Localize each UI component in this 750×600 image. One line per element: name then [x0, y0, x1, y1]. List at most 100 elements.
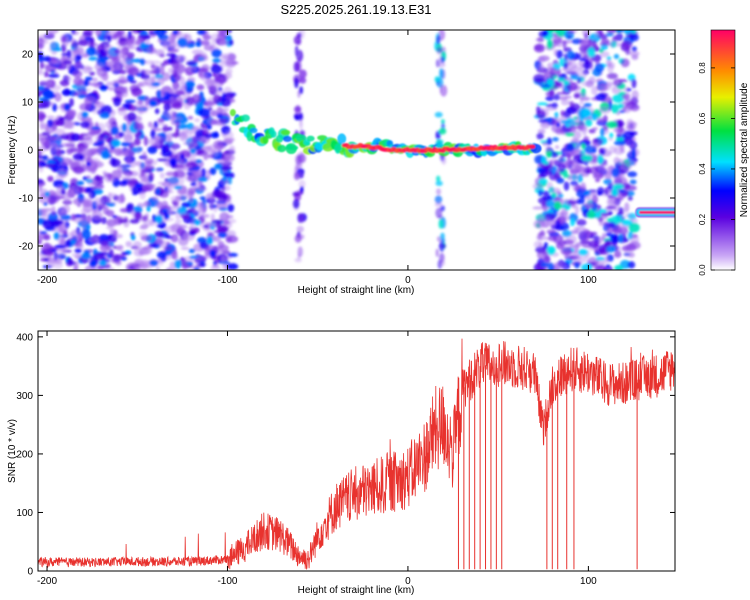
spectrogram-cell — [591, 85, 598, 96]
spectrogram-cell — [112, 245, 118, 249]
spectrogram-cell — [173, 62, 184, 70]
spectrogram-cell — [529, 144, 536, 149]
spectrogram-cell — [170, 233, 179, 243]
spectrogram-cell — [538, 119, 548, 123]
spectrogram-cell — [191, 169, 204, 176]
spectrogram-xtick-label: 0 — [405, 275, 411, 286]
spectrogram-cell — [599, 82, 612, 91]
spectrogram-cell — [145, 39, 151, 44]
spectrogram-cell — [219, 75, 225, 86]
spectrogram-cell — [209, 167, 217, 175]
spectrogram-cell — [61, 89, 72, 97]
spectrogram-cell — [49, 101, 55, 106]
spectrogram-cell — [121, 90, 129, 98]
spectrogram-cell — [47, 119, 54, 128]
spectrogram-cell — [228, 145, 236, 154]
spectrogram-cell — [102, 205, 109, 215]
spectrogram-cell — [223, 92, 235, 100]
spectrogram-cell — [536, 109, 546, 119]
spectrogram-cell — [181, 260, 189, 270]
spectrogram-cell — [161, 148, 172, 158]
spectrogram-cell — [38, 111, 46, 121]
spectrogram-cell — [177, 37, 188, 48]
spectrogram-cell — [184, 191, 195, 199]
spectrogram-cell — [57, 168, 69, 178]
spectrogram-cell — [574, 205, 580, 215]
spectrogram-cell — [60, 205, 65, 214]
spectrogram-cell — [210, 39, 217, 47]
spectrogram-cell — [627, 195, 633, 201]
spectrogram-cell — [160, 100, 170, 104]
spectrogram-cell — [606, 58, 612, 67]
spectrogram-cell — [172, 30, 179, 35]
spectrogram-cell — [113, 230, 118, 236]
spectrogram-cell — [116, 44, 128, 55]
spectrogram-cell — [140, 58, 146, 66]
spectrogram-cell — [166, 170, 176, 178]
spectrogram-cell — [50, 142, 63, 149]
spectrogram-cell — [154, 30, 166, 37]
spectrogram-cell — [188, 248, 196, 254]
spectrogram-cell — [50, 147, 58, 154]
snr-frame — [37, 330, 676, 572]
spectrogram-cell — [219, 217, 228, 221]
colorbar: 0.0 0.2 0.4 0.6 0.8 Normalized spectral ampl… — [698, 29, 750, 276]
colorbar-tick-label: 0.6 — [698, 112, 707, 124]
spectrogram-cell — [629, 234, 640, 245]
spectrogram-cell — [93, 83, 101, 89]
spectrogram-cell — [38, 209, 47, 217]
spectrogram-cell — [39, 80, 52, 85]
spectrogram-cell — [195, 159, 203, 164]
spectrogram-cell — [156, 90, 162, 99]
spectrogram-cell — [540, 121, 551, 129]
spectrogram-cell — [609, 39, 615, 49]
spectrogram-cell — [162, 125, 170, 132]
spectrogram-cell — [41, 243, 53, 254]
spectrogram-cell — [554, 30, 562, 34]
spectrogram-cell — [144, 165, 155, 171]
spectrogram-cell — [199, 196, 206, 201]
spectrogram-cell — [42, 219, 55, 229]
spectrogram-cell — [537, 56, 546, 63]
spectrogram-cell — [216, 112, 223, 119]
spectrogram-cell — [227, 252, 238, 257]
spectrogram-cell — [606, 30, 617, 34]
spectrogram-noise-layer — [38, 30, 641, 270]
spectrogram-cell — [210, 110, 218, 117]
spectrogram-cell — [72, 70, 83, 78]
spectrogram-cell — [631, 78, 637, 89]
spectrogram-cell — [69, 39, 79, 43]
spectrogram-cell — [80, 208, 91, 214]
spectrogram-cell — [125, 38, 134, 48]
spectrogram-cell — [199, 203, 209, 212]
spectrogram-cell — [579, 57, 587, 62]
spectrogram-cell — [606, 72, 618, 80]
spectrogram-cell — [41, 131, 51, 137]
spectrogram-cell — [97, 265, 105, 270]
spectrogram-cell — [105, 81, 113, 87]
spectrogram-cell — [161, 200, 169, 211]
spectrogram-cell — [570, 230, 578, 235]
spectrogram-cell — [439, 259, 446, 267]
spectrogram-cell — [566, 234, 577, 244]
spectrogram-cell — [435, 248, 439, 258]
spectrogram-cell — [150, 63, 156, 69]
spectrogram-cell — [594, 63, 605, 73]
spectrogram-cell — [563, 181, 570, 191]
spectrogram-cell — [60, 157, 73, 166]
spectrogram-ytick-label: 10 — [22, 98, 34, 109]
spectrogram-cell — [540, 84, 551, 88]
spectrogram-cell — [553, 201, 562, 210]
spectrogram-cell — [565, 143, 575, 152]
spectrogram-cell — [439, 68, 444, 79]
spectrogram-cell — [611, 103, 619, 114]
spectrogram-cell — [93, 101, 105, 109]
spectrogram-cell — [108, 249, 114, 258]
spectrogram-cell — [73, 214, 83, 218]
spectrogram-cell — [195, 128, 206, 139]
spectrogram-cell — [190, 182, 197, 187]
spectrogram-cell — [337, 133, 347, 145]
spectrogram-cell — [39, 61, 45, 70]
spectrogram-cell — [171, 87, 178, 96]
spectrogram-cell — [155, 49, 165, 57]
